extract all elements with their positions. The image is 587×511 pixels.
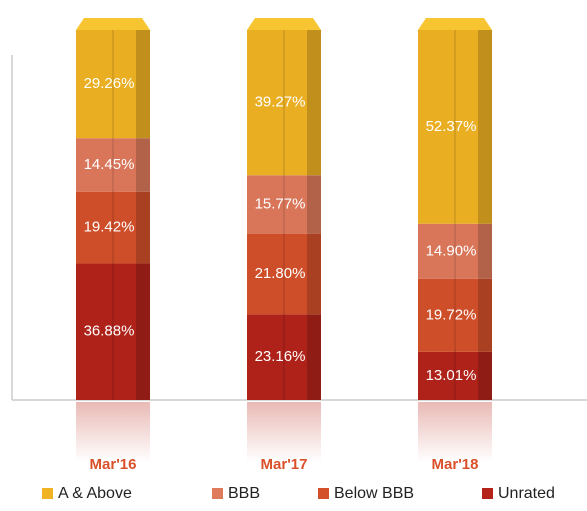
data-label: 23.16% — [255, 348, 306, 365]
bar-segment — [247, 233, 307, 315]
data-label: 39.27% — [255, 94, 306, 111]
bar-segment — [76, 138, 136, 192]
bar-top — [247, 18, 321, 30]
reflection — [76, 402, 150, 462]
data-label: 13.01% — [426, 367, 477, 384]
x-tick-label: Mar'18 — [432, 456, 479, 473]
bar-side — [136, 138, 150, 192]
x-tick-label: Mar'16 — [90, 456, 137, 473]
data-label: 36.88% — [84, 323, 135, 340]
bar-segment — [418, 278, 478, 352]
bar-side — [136, 191, 150, 264]
bar-side — [478, 278, 492, 352]
data-label: 19.42% — [84, 219, 135, 236]
bar-side — [307, 233, 321, 315]
bar-top — [418, 18, 492, 30]
bar-segment — [76, 263, 136, 400]
bar-side — [307, 30, 321, 176]
bar-side — [478, 351, 492, 400]
bar-segment — [247, 314, 307, 400]
bar-side — [136, 29, 150, 139]
x-tick-label: Mar'17 — [261, 456, 308, 473]
bar-side — [307, 175, 321, 234]
data-label: 14.45% — [84, 156, 135, 173]
bar-segment — [418, 351, 478, 400]
bar-segment — [247, 175, 307, 234]
legend-swatch — [318, 488, 329, 499]
bar-segment — [247, 30, 307, 176]
bar-side — [136, 263, 150, 400]
data-label: 14.90% — [426, 242, 477, 259]
data-label: 21.80% — [255, 265, 306, 282]
bar-segment — [76, 29, 136, 139]
bar-top — [76, 17, 150, 30]
bar-segment — [418, 30, 478, 224]
reflection — [418, 402, 492, 462]
data-label: 29.26% — [84, 75, 135, 92]
reflection — [247, 402, 321, 462]
legend-swatch — [42, 488, 53, 499]
legend-swatch — [482, 488, 493, 499]
data-label: 15.77% — [255, 195, 306, 212]
legend-label: Unrated — [498, 485, 555, 502]
bar-segment — [418, 223, 478, 279]
legend-label: BBB — [228, 485, 260, 502]
legend-label: Below BBB — [334, 485, 414, 502]
bar-side — [307, 314, 321, 400]
data-label: 19.72% — [426, 306, 477, 323]
legend-label: A & Above — [58, 485, 132, 502]
data-label: 52.37% — [426, 118, 477, 135]
legend-swatch — [212, 488, 223, 499]
bar-side — [478, 223, 492, 279]
bar-segment — [76, 191, 136, 264]
bar-side — [478, 30, 492, 224]
